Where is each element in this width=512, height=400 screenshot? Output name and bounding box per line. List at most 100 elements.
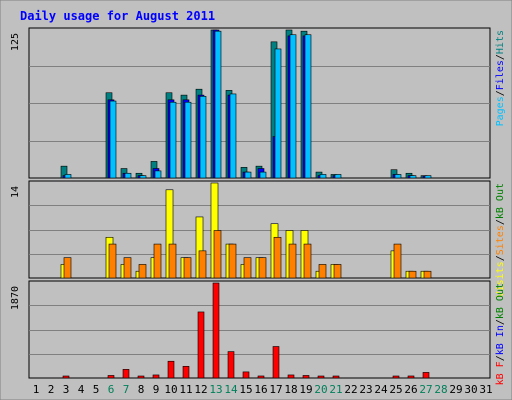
day-label-27: 27 bbox=[419, 383, 432, 396]
bottom-bar-kbf-day-8 bbox=[137, 375, 145, 379]
mid-bar-sites-day-17 bbox=[273, 236, 282, 279]
legend-visits: Visits bbox=[495, 261, 506, 297]
legend-sep2: / bbox=[495, 219, 506, 225]
top-bar-pages-day-3 bbox=[64, 174, 72, 179]
top-bar-pages-day-15 bbox=[244, 171, 252, 179]
mid-bar-sites-day-9 bbox=[153, 243, 162, 279]
legend-files: Files bbox=[495, 60, 506, 90]
top-bar-pages-day-8 bbox=[139, 175, 147, 179]
bottom-bar-kbf-day-7 bbox=[122, 369, 130, 379]
legend-sep2: / bbox=[495, 54, 506, 60]
day-label-30: 30 bbox=[464, 383, 477, 396]
legend-pages: Pages bbox=[495, 96, 506, 126]
day-label-28: 28 bbox=[434, 383, 447, 396]
x-axis-day-labels: 1 2 3 4 5 6 7 8 9 10 11 12 13 14 15 16 17 18 19 20 21 22 23 24 2… bbox=[33, 383, 493, 396]
top-bar-pages-day-6 bbox=[109, 100, 117, 179]
legend-sep1: / bbox=[495, 255, 506, 261]
top-bar-pages-day-17 bbox=[274, 48, 282, 179]
chart-title: Daily usage for August 2011 bbox=[20, 9, 215, 23]
bottom-bar-kbf-day-21 bbox=[332, 375, 340, 379]
legend-sep2: / bbox=[495, 319, 506, 325]
mid-bar-sites-day-20 bbox=[318, 264, 327, 279]
day-label-13: 13 bbox=[209, 383, 222, 396]
mid-bar-sites-day-7 bbox=[123, 257, 132, 279]
top-bar-pages-day-20 bbox=[319, 174, 327, 179]
day-label-9: 9 bbox=[153, 383, 160, 396]
bottom-legend: kB F/kB In/kB Out bbox=[495, 283, 506, 385]
top-legend: Pages/Files/Hits bbox=[495, 30, 506, 126]
day-label-18: 18 bbox=[284, 383, 297, 396]
mid-bar-sites-day-12 bbox=[198, 250, 207, 279]
top-bar-pages-day-11 bbox=[184, 101, 192, 179]
legend-sites: Sites bbox=[495, 225, 506, 255]
day-label-6: 6 bbox=[108, 383, 115, 396]
top-bar-pages-day-13 bbox=[214, 30, 222, 179]
top-bar-pages-day-18 bbox=[289, 34, 297, 179]
legend-kbf: kB F bbox=[495, 361, 506, 385]
top-bar-pages-day-16 bbox=[259, 171, 267, 179]
bottom-bar-kbf-day-16 bbox=[257, 375, 265, 379]
mid-bar-sites-day-25 bbox=[393, 243, 402, 279]
day-label-7: 7 bbox=[123, 383, 130, 396]
mid-bar-sites-day-19 bbox=[303, 243, 312, 279]
mid-legend: Visits/Sites/kB Out bbox=[495, 183, 506, 297]
legend-hits: Hits bbox=[495, 30, 506, 54]
mid-bar-sites-day-18 bbox=[288, 243, 297, 279]
day-label-16: 16 bbox=[254, 383, 267, 396]
day-label-14: 14 bbox=[224, 383, 238, 396]
bottom-bar-kbf-day-15 bbox=[242, 371, 250, 379]
bottom-bar-kbf-day-14 bbox=[227, 351, 235, 379]
day-label-21: 21 bbox=[329, 383, 342, 396]
top-bar-pages-day-12 bbox=[199, 96, 207, 179]
bottom-bar-kbf-day-26 bbox=[407, 375, 415, 379]
top-bar-pages-day-21 bbox=[334, 174, 342, 179]
bottom-bar-kbf-day-20 bbox=[317, 375, 325, 379]
day-label-22: 22 bbox=[344, 383, 357, 396]
bottom-bar-kbf-day-11 bbox=[182, 366, 190, 379]
day-label-10: 10 bbox=[164, 383, 177, 396]
day-label-3: 3 bbox=[63, 383, 70, 396]
mid-bar-sites-day-27 bbox=[423, 270, 432, 279]
bottom-bar-kbf-day-12 bbox=[197, 311, 205, 379]
day-label-20: 20 bbox=[314, 383, 327, 396]
bottom-bar-kbf-day-27 bbox=[422, 372, 430, 379]
legend-kbout: kB Out bbox=[495, 283, 506, 319]
mid-bar-sites-day-14 bbox=[228, 243, 237, 279]
day-label-4: 4 bbox=[78, 383, 85, 396]
mid-bar-sites-day-26 bbox=[408, 270, 417, 279]
mid-max-label: 14 bbox=[10, 186, 21, 198]
mid-bar-sites-day-21 bbox=[333, 264, 342, 279]
day-label-23: 23 bbox=[359, 383, 372, 396]
mid-bar-sites-day-3 bbox=[63, 257, 72, 279]
bottom-bar-kbf-day-17 bbox=[272, 346, 280, 379]
mid-panel: 14 Visits/Sites/kB Out bbox=[10, 180, 506, 297]
mid-bar-sites-day-15 bbox=[243, 257, 252, 279]
mid-bar-sites-day-8 bbox=[138, 264, 147, 279]
top-bar-pages-day-26 bbox=[409, 175, 417, 179]
day-label-17: 17 bbox=[269, 383, 282, 396]
bottom-bar-kbf-day-6 bbox=[107, 375, 115, 379]
day-label-1: 1 bbox=[33, 383, 40, 396]
mid-bar-sites-day-13 bbox=[213, 230, 222, 279]
bottom-bar-kbf-day-13 bbox=[212, 282, 220, 379]
day-label-25: 25 bbox=[389, 383, 402, 396]
bottom-max-label: 1870 bbox=[10, 286, 21, 310]
top-bar-pages-day-7 bbox=[124, 172, 132, 179]
day-label-15: 15 bbox=[239, 383, 252, 396]
mid-bar-sites-day-10 bbox=[168, 243, 177, 279]
day-label-11: 11 bbox=[179, 383, 192, 396]
day-label-24: 24 bbox=[374, 383, 388, 396]
day-label-31: 31 bbox=[479, 383, 492, 396]
top-bar-pages-day-14 bbox=[229, 93, 237, 179]
day-label-19: 19 bbox=[299, 383, 312, 396]
bottom-bar-kbf-day-18 bbox=[287, 374, 295, 379]
mid-bar-sites-day-16 bbox=[258, 257, 267, 279]
day-label-2: 2 bbox=[48, 383, 55, 396]
legend-sep1: / bbox=[495, 90, 506, 96]
bottom-plot-area bbox=[28, 280, 491, 379]
